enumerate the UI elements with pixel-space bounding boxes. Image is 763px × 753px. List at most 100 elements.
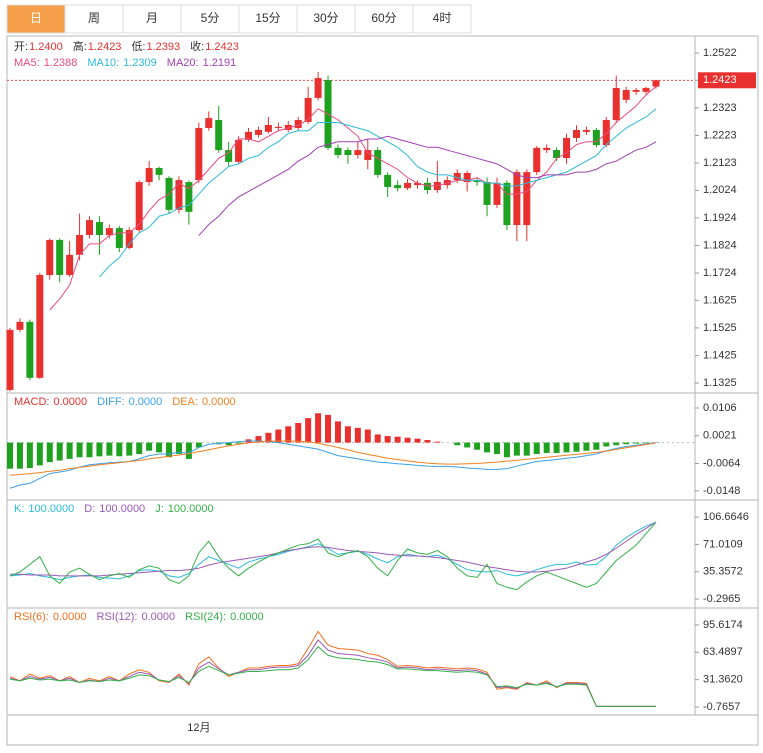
y-tick-label: 1.2423 [703, 74, 737, 86]
macd-bar [166, 442, 173, 458]
candle-body [314, 78, 322, 98]
tab[interactable] [6, 4, 66, 34]
readout-label: MA10: [87, 57, 119, 69]
macd-bar [7, 442, 13, 469]
macd-bar [156, 442, 163, 453]
tab-label[interactable]: 月 [146, 11, 158, 25]
y-tick-label: 1.1824 [703, 239, 737, 251]
tab-label[interactable]: 60分 [371, 11, 396, 25]
readout-label: MACD: [14, 396, 49, 408]
tab[interactable] [122, 4, 182, 34]
macd-bar [146, 442, 153, 451]
candle-body [612, 88, 620, 121]
candle-body [344, 150, 352, 156]
macd-bar [136, 442, 143, 455]
indicator-line [198, 135, 657, 236]
candle-body [175, 180, 183, 210]
macd-bar [106, 442, 113, 456]
tab[interactable] [412, 4, 472, 34]
y-tick-label: 35.3572 [703, 566, 743, 578]
tab[interactable] [238, 4, 298, 34]
indicator-line [9, 521, 657, 591]
candle-body [652, 80, 660, 87]
macd-bar [46, 442, 53, 463]
macd-bar [414, 438, 421, 443]
tab-label[interactable]: 5分 [201, 11, 220, 25]
candle-body [125, 230, 133, 248]
x-tick-label: 12月 [187, 722, 210, 734]
candle-body [523, 172, 531, 226]
candle-body [86, 220, 94, 235]
candle-body [264, 124, 272, 132]
macd-bar [36, 442, 43, 466]
macd-bar [66, 442, 73, 459]
macd-bar [603, 442, 610, 447]
macd-bar [394, 436, 401, 443]
readout-value: 0.0000 [202, 396, 236, 408]
candle-body [66, 254, 74, 275]
macd-bar [235, 442, 242, 444]
y-tick-label: 0.0106 [703, 402, 737, 414]
candle-body [423, 182, 431, 191]
tab-label[interactable]: 30分 [313, 11, 338, 25]
y-tick-label: 95.6174 [703, 619, 743, 631]
readout-label: D: [84, 503, 95, 515]
candle-body [115, 228, 123, 248]
tab-label[interactable]: 4时 [433, 11, 452, 25]
candle-body [394, 185, 402, 189]
y-tick-label: -0.0064 [703, 457, 740, 469]
candle-body [374, 150, 382, 175]
indicator-line [9, 521, 657, 581]
indicator-line [9, 646, 656, 707]
candle-body [145, 167, 153, 183]
y-tick-label: 63.4897 [703, 646, 743, 658]
y-tick-label: 31.3620 [703, 674, 743, 686]
macd-bar [116, 442, 123, 457]
tab-label[interactable]: 日 [30, 11, 42, 25]
y-tick-label: -0.7657 [703, 701, 740, 713]
macd-bar [86, 442, 93, 458]
candle-body [135, 182, 143, 231]
macd-bar [513, 442, 520, 456]
y-tick-label: -0.0148 [703, 485, 740, 497]
candle-body [354, 150, 362, 156]
macd-bar [265, 432, 272, 443]
macd-bar [623, 442, 630, 445]
tab-label[interactable]: 周 [88, 11, 100, 25]
readout-value: 1.2393 [147, 41, 181, 53]
candle-body [642, 88, 650, 92]
candle-body [503, 182, 511, 226]
macd-bar [76, 442, 83, 458]
candle-body [254, 129, 262, 135]
candle-body [602, 120, 610, 146]
readout-value: 1.2423 [88, 41, 122, 53]
readout-value: 0.0000 [129, 396, 163, 408]
macd-bar [424, 439, 431, 443]
y-tick-label: 1.2223 [703, 129, 737, 141]
macd-bar [344, 426, 351, 443]
candle-body [543, 147, 551, 151]
macd-bar [195, 442, 202, 448]
candle-body [572, 129, 580, 138]
y-tick-label: 106.6646 [703, 511, 749, 523]
candle-body [105, 228, 113, 235]
readout-value: 1.2423 [205, 41, 239, 53]
y-tick-label: 1.1325 [703, 377, 737, 389]
candle-body [185, 182, 193, 212]
macd-bar [275, 429, 282, 443]
tab-label[interactable]: 15分 [255, 11, 280, 25]
macd-bar [16, 442, 23, 469]
readout-value: 1.2191 [203, 57, 237, 69]
candle-body [384, 174, 392, 188]
candle-body [463, 172, 471, 183]
indicator-line [9, 440, 657, 489]
candle-body [513, 172, 521, 226]
candle-body [46, 239, 54, 275]
candle-body [16, 321, 24, 330]
macd-bar [305, 418, 312, 443]
tab[interactable] [354, 4, 414, 34]
readout-value: 100.0000 [28, 503, 74, 515]
macd-bar [56, 442, 63, 461]
macd-bar [364, 429, 371, 443]
